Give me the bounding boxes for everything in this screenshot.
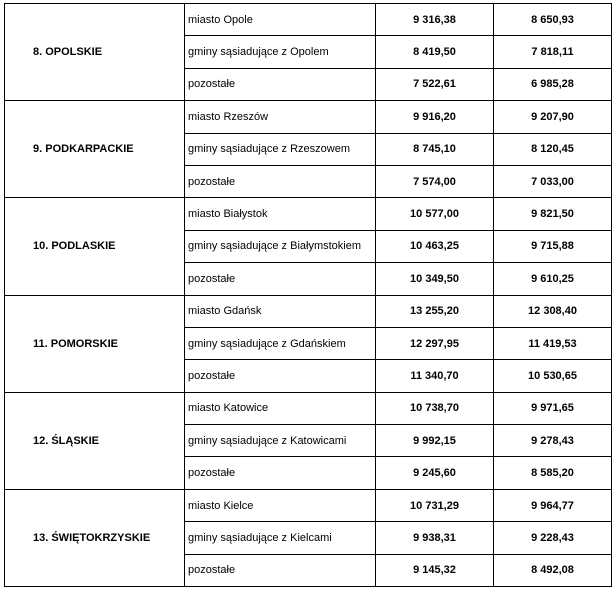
table-row: pozostałe 7 574,00 7 033,00 [5,164,612,199]
value-2: 9 971,65 [493,391,612,426]
value-1: 8 745,10 [375,132,494,166]
value-1: 13 255,20 [375,294,494,328]
table-row: pozostałe 9 245,60 8 585,20 [5,456,612,490]
value-2: 8 120,45 [493,132,612,166]
table-row: 8. OPOLSKIE miasto Opole 9 316,38 8 650,93 [4,2,612,102]
value-1: 9 145,32 [375,553,494,588]
value-2: 9 964,77 [493,488,612,523]
region-name: 11. POMORSKIE [4,294,185,393]
table-row: 10. PODLASKIE miasto Białystok 10 577,00 9 … [4,197,612,296]
value-1: 10 731,29 [375,488,494,523]
table-row: gminy sąsiadujące z Kielcami 9 938,31 9 22… [5,521,612,555]
value-1: 10 577,00 [375,197,494,231]
table-body: 8. OPOLSKIE miasto Opole 9 316,38 8 650,93 g… [4,2,612,588]
value-2: 7 033,00 [493,164,612,199]
value-2: 8 492,08 [493,553,612,588]
value-1: 11 340,70 [375,359,494,393]
area-name: pozostałe [184,164,376,199]
table-row: gminy sąsiadujące z Opolem 8 419,50 7 818,… [5,35,612,69]
region-name: 10. PODLASKIE [4,197,185,296]
region-name: 9. PODKARPACKIE [4,100,185,199]
value-2: 6 985,28 [493,67,612,102]
value-1: 9 992,15 [375,424,494,458]
price-table: 8. OPOLSKIE miasto Opole 9 316,38 8 650,93 g… [4,2,612,588]
table-row: gminy sąsiadujące z Katowicami 9 992,15 9 … [5,424,612,458]
value-1: 12 297,95 [375,326,494,361]
area-name: miasto Katowice [184,391,376,426]
area-name: gminy sąsiadujące z Gdańskiem [184,326,376,361]
region-name: 12. ŚLĄSKIE [4,391,185,490]
value-2: 9 207,90 [493,100,612,134]
table-row: 11. POMORSKIE miasto Gdańsk 13 255,20 12 30… [4,294,612,393]
area-name: pozostałe [184,67,376,102]
table-row: pozostałe 7 522,61 6 985,28 [5,67,612,102]
area-name: miasto Kielce [184,488,376,523]
value-2: 9 821,50 [493,197,612,231]
area-name: pozostałe [184,262,376,296]
table-row: pozostałe 10 349,50 9 610,25 [5,262,612,296]
table-row: 13. ŚWIĘTOKRZYSKIE miasto Kielce 10 731,29… [4,488,612,588]
value-2: 9 228,43 [493,521,612,555]
area-name: gminy sąsiadujące z Opolem [184,35,376,69]
value-1: 9 938,31 [375,521,494,555]
region-name: 8. OPOLSKIE [4,2,185,102]
value-2: 9 610,25 [493,262,612,296]
table-row: gminy sąsiadujące z Białymstokiem 10 463,… [5,229,612,264]
area-name: pozostałe [184,553,376,588]
area-name: pozostałe [184,456,376,490]
area-name: gminy sąsiadujące z Kielcami [184,521,376,555]
value-2: 8 585,20 [493,456,612,490]
table-row: pozostałe 9 145,32 8 492,08 [5,553,612,588]
area-name: miasto Opole [184,2,376,37]
value-2: 7 818,11 [493,35,612,69]
value-2: 11 419,53 [493,326,612,361]
table-row: gminy sąsiadujące z Rzeszowem 8 745,10 8 1… [5,132,612,166]
value-2: 9 278,43 [493,424,612,458]
value-1: 10 738,70 [375,391,494,426]
table-row: pozostałe 11 340,70 10 530,65 [5,359,612,393]
area-name: miasto Rzeszów [184,100,376,134]
area-name: gminy sąsiadujące z Rzeszowem [184,132,376,166]
value-2: 8 650,93 [493,2,612,37]
value-1: 7 574,00 [375,164,494,199]
area-name: miasto Gdańsk [184,294,376,328]
value-2: 9 715,88 [493,229,612,264]
value-1: 9 316,38 [375,2,494,37]
table-row: gminy sąsiadujące z Gdańskiem 12 297,95 11… [5,326,612,361]
value-1: 9 245,60 [375,456,494,490]
area-name: pozostałe [184,359,376,393]
area-name: miasto Białystok [184,197,376,231]
value-1: 9 916,20 [375,100,494,134]
value-2: 10 530,65 [493,359,612,393]
value-1: 8 419,50 [375,35,494,69]
value-1: 7 522,61 [375,67,494,102]
area-name: gminy sąsiadujące z Katowicami [184,424,376,458]
value-1: 10 349,50 [375,262,494,296]
table-row: 12. ŚLĄSKIE miasto Katowice 10 738,70 9 971… [4,391,612,490]
region-name: 13. ŚWIĘTOKRZYSKIE [4,488,185,588]
value-1: 10 463,25 [375,229,494,264]
table-row: 9. PODKARPACKIE miasto Rzeszów 9 916,20 9 2… [4,100,612,199]
value-2: 12 308,40 [493,294,612,328]
area-name: gminy sąsiadujące z Białymstokiem [184,229,376,264]
